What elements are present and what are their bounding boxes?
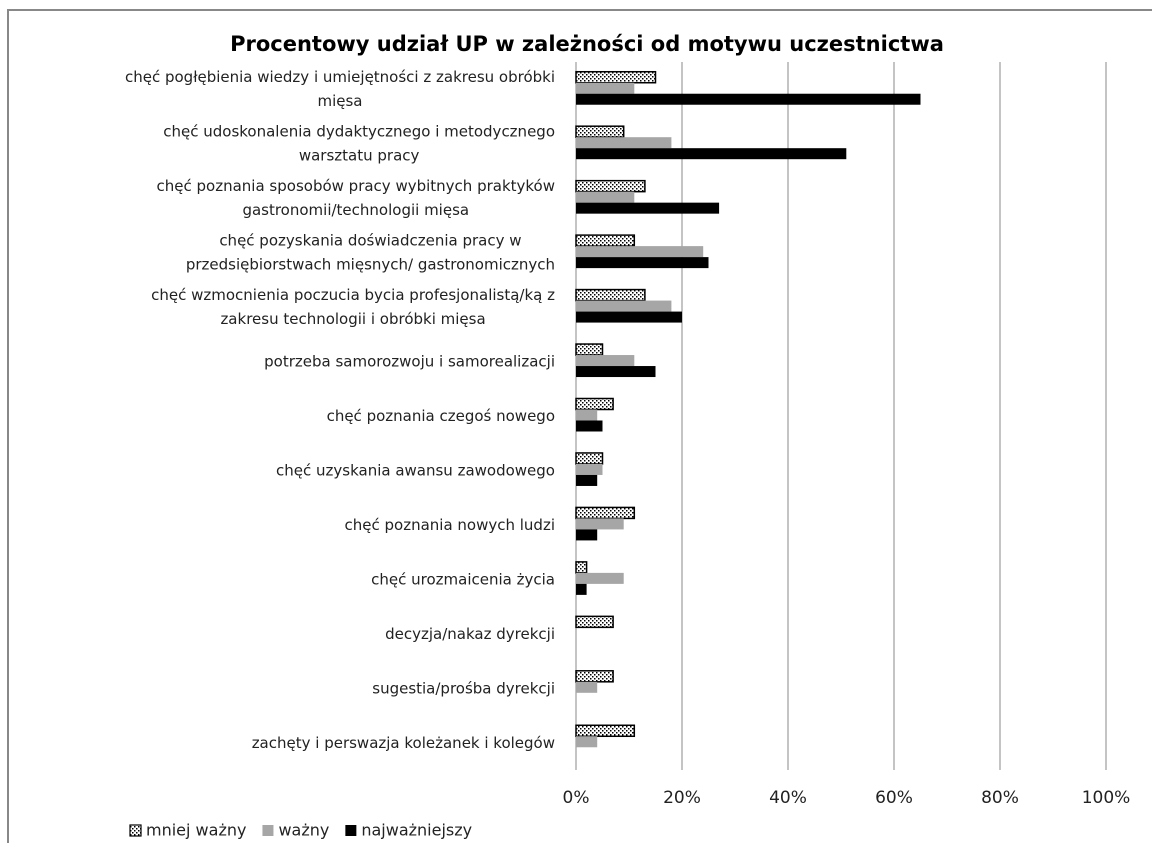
y-tick-label: decyzja/nakaz dyrekcji: [385, 624, 555, 642]
bar: [575, 670, 614, 683]
bar: [576, 257, 709, 269]
bar: [576, 202, 720, 214]
bar: [576, 518, 624, 530]
y-tick-label: chęć pozyskania doświadczenia pracy w prz…: [186, 231, 555, 273]
chart-frame: [7, 9, 1152, 843]
bar: [576, 420, 603, 432]
y-tick-label: zachęty i perswazja koleżanek i kolegów: [252, 733, 555, 751]
bar: [576, 191, 635, 203]
bar: [576, 366, 656, 378]
y-tick-label: chęć pogłębienia wiedzy i umiejętności z…: [125, 68, 555, 110]
bar: [576, 474, 598, 486]
bar: [575, 343, 604, 356]
bar: [576, 681, 598, 693]
bar: [575, 724, 636, 738]
bar: [576, 246, 704, 258]
legend-label: mniej ważny: [146, 821, 246, 840]
bar: [576, 82, 635, 94]
legend-label: ważny: [278, 821, 329, 840]
bar: [575, 179, 646, 193]
bar: [575, 288, 646, 302]
bar: [576, 583, 587, 595]
bar: [575, 561, 588, 574]
y-tick-label: chęć uzyskania awansu zawodowego: [276, 461, 555, 479]
x-tick-label: 60%: [875, 788, 913, 808]
legend-swatch: [262, 825, 274, 836]
y-tick-label: chęć urozmaicenia życia: [371, 570, 555, 588]
bar: [576, 311, 682, 323]
bar: [575, 234, 636, 247]
bar: [576, 463, 603, 475]
y-tick-label: chęć wzmocnienia poczucia bycia profesjo…: [151, 286, 555, 328]
bar: [576, 355, 635, 367]
y-tick-label: chęć poznania nowych ludzi: [345, 515, 556, 533]
chart-title: Procentowy udział UP w zależności od mot…: [230, 32, 944, 56]
bar: [576, 148, 847, 160]
y-tick-label: chęć poznania czegoś nowego: [327, 407, 555, 425]
legend-swatch: [129, 824, 142, 837]
y-tick-label: potrzeba samorozwoju i samorealizacji: [264, 352, 555, 370]
x-tick-label: 0%: [563, 788, 590, 808]
bar: [575, 70, 657, 84]
bar: [576, 529, 598, 541]
y-tick-label: chęć poznania sposobów pracy wybitnych p…: [157, 177, 555, 219]
bar: [576, 409, 598, 421]
x-tick-label: 80%: [981, 788, 1019, 808]
x-tick-label: 20%: [663, 788, 701, 808]
bar: [575, 397, 614, 411]
y-tick-label: sugestia/prośba dyrekcji: [372, 679, 555, 697]
bar: [576, 736, 598, 748]
bar: [576, 93, 921, 105]
x-tick-label: 100%: [1082, 788, 1131, 808]
bar: [575, 452, 604, 465]
bar: [576, 300, 672, 312]
bar: [576, 137, 672, 149]
bar: [575, 506, 636, 520]
bar: [575, 125, 625, 138]
legend-label: najważniejszy: [361, 821, 472, 840]
x-tick-label: 40%: [769, 788, 807, 808]
y-tick-label: chęć udoskonalenia dydaktycznego i metod…: [163, 122, 555, 164]
legend-swatch: [345, 825, 357, 836]
bar: [575, 615, 614, 629]
bar: [576, 572, 624, 584]
